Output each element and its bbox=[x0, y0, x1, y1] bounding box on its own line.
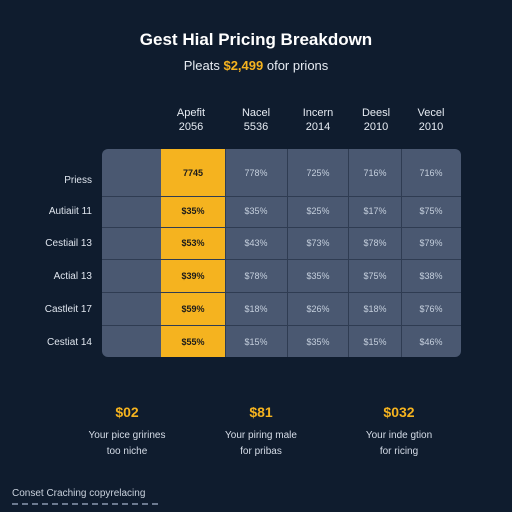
stat-value: $032 bbox=[383, 404, 415, 420]
column-header-year: 2010 bbox=[418, 121, 444, 133]
table-cell: $15% bbox=[363, 337, 387, 347]
table-cell: $26% bbox=[306, 304, 330, 314]
stat-line: for ricing bbox=[379, 446, 419, 457]
page-title: Gest Hial Pricing Breakdown bbox=[139, 30, 373, 49]
column-header-5: Vecel 2010 bbox=[398, 106, 464, 134]
column-header-year: 2056 bbox=[178, 121, 204, 133]
table-cell: $25% bbox=[306, 206, 330, 216]
column-divider bbox=[348, 149, 349, 357]
row-label: Cestiail 13 bbox=[45, 238, 92, 249]
page-subtitle: Pleats $2,499 ofor prions bbox=[0, 58, 512, 73]
column-header-2: Nacel 5536 bbox=[223, 106, 289, 134]
table-cell: $18% bbox=[244, 304, 268, 314]
row-divider bbox=[102, 325, 461, 326]
column-header-name: Nacel bbox=[241, 107, 271, 119]
column-header-name: Deesl bbox=[361, 107, 391, 119]
table-cell: $35% bbox=[181, 206, 205, 216]
table-cell: $35% bbox=[306, 337, 330, 347]
row-divider bbox=[102, 259, 461, 260]
table-cell: $75% bbox=[363, 271, 387, 281]
table-cell: $39% bbox=[181, 271, 205, 281]
table-cell: $53% bbox=[181, 238, 205, 248]
table-cell: $43% bbox=[244, 238, 268, 248]
highlighted-column bbox=[161, 149, 225, 357]
stat-line: Your piring male bbox=[225, 430, 297, 441]
table-cell: $15% bbox=[244, 337, 268, 347]
column-divider bbox=[287, 149, 288, 357]
column-header-name: Vecel bbox=[417, 107, 445, 119]
stat-line: Your pice grirines bbox=[88, 430, 166, 441]
stat-block: $032 Your inde gtion for ricing bbox=[334, 404, 464, 460]
table-cell: $35% bbox=[244, 206, 268, 216]
column-divider bbox=[225, 149, 226, 357]
row-label: Cestiat 14 bbox=[46, 337, 92, 348]
column-header-3: Incern 2014 bbox=[285, 106, 351, 134]
table-cell: $59% bbox=[181, 304, 205, 314]
column-header-year: 2010 bbox=[363, 121, 389, 133]
table-cell: $17% bbox=[363, 206, 387, 216]
stat-line: too niche bbox=[106, 446, 148, 457]
table-cell: 725% bbox=[306, 168, 330, 178]
table-cell: $38% bbox=[419, 271, 443, 281]
row-label: Autiaiit 11 bbox=[48, 206, 92, 217]
table-cell: 778% bbox=[244, 168, 268, 178]
table-cell: $18% bbox=[363, 304, 387, 314]
stat-value: $02 bbox=[115, 404, 139, 420]
stat-value: $81 bbox=[249, 404, 273, 420]
table-cell: $46% bbox=[419, 337, 443, 347]
footer-text: Conset Craching copyrelacing bbox=[12, 488, 146, 499]
table-cell: 716% bbox=[419, 168, 443, 178]
row-label: Priess bbox=[64, 175, 92, 186]
column-header-name: Incern bbox=[302, 107, 334, 119]
row-divider bbox=[102, 196, 461, 197]
stat-description: Your piring male for pribas bbox=[196, 428, 326, 460]
stat-line: Your inde gtion bbox=[365, 430, 433, 441]
column-header-1: Apefit 2056 bbox=[158, 106, 224, 134]
table-cell: 7745 bbox=[182, 168, 204, 178]
stat-block: $81 Your piring male for pribas bbox=[196, 404, 326, 460]
column-header-year: 2014 bbox=[305, 121, 331, 133]
row-divider bbox=[102, 292, 461, 293]
column-header-year: 5536 bbox=[243, 121, 269, 133]
footer-divider bbox=[12, 503, 162, 505]
stat-block: $02 Your pice grirines too niche bbox=[62, 404, 192, 460]
table-cell: 716% bbox=[363, 168, 387, 178]
row-divider bbox=[102, 227, 461, 228]
table-cell: $73% bbox=[306, 238, 330, 248]
pricing-table: 7745 778% 725% 716% 716% $35% $35% $25% … bbox=[102, 149, 461, 357]
row-label: Castleit 17 bbox=[44, 304, 92, 315]
table-cell: $78% bbox=[363, 238, 387, 248]
table-cell: $79% bbox=[419, 238, 443, 248]
table-cell: $76% bbox=[419, 304, 443, 314]
table-cell: $55% bbox=[181, 337, 205, 347]
subtitle-amount: $2,499 bbox=[223, 58, 264, 73]
table-cell: $35% bbox=[306, 271, 330, 281]
stat-description: Your pice grirines too niche bbox=[62, 428, 192, 460]
subtitle-suffix: ofor prions bbox=[266, 58, 329, 73]
column-header-name: Apefit bbox=[176, 107, 206, 119]
row-label: Actial 13 bbox=[53, 271, 92, 282]
stat-line: for pribas bbox=[240, 446, 282, 457]
column-header-4: Deesl 2010 bbox=[343, 106, 409, 134]
subtitle-prefix: Pleats bbox=[183, 58, 220, 73]
stat-description: Your inde gtion for ricing bbox=[334, 428, 464, 460]
column-divider bbox=[401, 149, 402, 357]
table-cell: $78% bbox=[244, 271, 268, 281]
table-cell: $75% bbox=[419, 206, 443, 216]
